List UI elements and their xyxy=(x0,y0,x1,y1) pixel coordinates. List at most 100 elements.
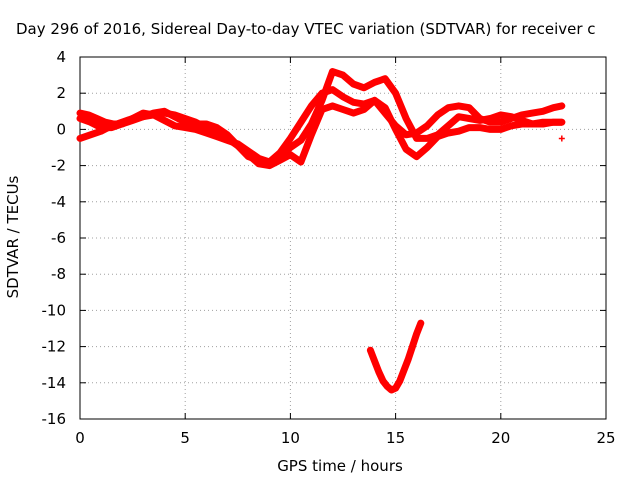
x-tick-label: 10 xyxy=(281,429,300,447)
data-point xyxy=(413,135,420,142)
data-point xyxy=(405,356,412,363)
data-point xyxy=(413,153,420,160)
chart-title: Day 296 of 2016, Sidereal Day-to-day VTE… xyxy=(16,20,596,38)
data-point xyxy=(487,126,494,133)
data-point xyxy=(287,151,294,158)
data-point xyxy=(371,79,378,86)
data-point xyxy=(409,343,416,350)
data-point xyxy=(445,104,452,111)
data-point xyxy=(203,124,210,131)
data-point xyxy=(308,131,315,138)
data-point xyxy=(466,124,473,131)
x-tick-label: 20 xyxy=(491,429,510,447)
data-point xyxy=(508,122,515,129)
data-point xyxy=(255,160,262,167)
data-point xyxy=(558,135,565,142)
data-point xyxy=(539,119,546,126)
y-tick-label: -6 xyxy=(51,229,66,247)
data-point xyxy=(508,113,515,120)
data-point xyxy=(466,104,473,111)
data-point xyxy=(182,115,189,122)
data-point xyxy=(417,320,424,327)
x-axis-label: GPS time / hours xyxy=(277,457,403,475)
y-tick-label: -16 xyxy=(42,410,67,428)
data-point xyxy=(245,151,252,158)
data-point xyxy=(392,385,399,392)
x-tick-label: 5 xyxy=(180,429,190,447)
y-tick-label: -14 xyxy=(42,374,67,392)
data-point xyxy=(529,120,536,127)
data-point xyxy=(108,122,115,129)
data-point xyxy=(297,158,304,165)
data-point xyxy=(350,81,357,88)
data-point xyxy=(375,368,382,375)
data-point xyxy=(297,119,304,126)
data-point xyxy=(466,115,473,122)
data-point xyxy=(266,162,273,169)
data-point xyxy=(297,137,304,144)
data-point xyxy=(140,113,147,120)
data-point xyxy=(396,377,403,384)
data-point xyxy=(77,115,83,122)
data-point xyxy=(161,110,168,117)
data-point xyxy=(85,111,92,118)
data-point xyxy=(382,104,389,111)
data-point xyxy=(382,75,389,82)
data-point xyxy=(455,113,462,120)
series-4 xyxy=(366,319,425,394)
data-point xyxy=(476,124,483,131)
data-point xyxy=(550,119,557,126)
data-point xyxy=(424,135,431,142)
data-point xyxy=(287,144,294,151)
data-point xyxy=(558,102,565,109)
data-point xyxy=(487,115,494,122)
data-point xyxy=(379,377,386,384)
data-point xyxy=(361,106,368,113)
data-point xyxy=(497,119,504,126)
data-point xyxy=(77,135,83,142)
data-point xyxy=(518,120,525,127)
data-point xyxy=(403,146,410,153)
data-point xyxy=(287,135,294,142)
data-point xyxy=(329,102,336,109)
data-point xyxy=(171,111,178,118)
series-group xyxy=(76,68,566,394)
data-point xyxy=(224,135,231,142)
y-tick-label: 2 xyxy=(56,84,66,102)
data-point xyxy=(308,102,315,109)
data-point xyxy=(529,110,536,117)
data-point xyxy=(558,119,565,126)
data-point xyxy=(455,128,462,135)
data-point xyxy=(371,97,378,104)
x-tick-label: 15 xyxy=(386,429,405,447)
data-point xyxy=(350,110,357,117)
series-3 xyxy=(76,96,566,170)
data-point xyxy=(192,119,199,126)
data-point xyxy=(350,99,357,106)
data-point xyxy=(98,128,105,135)
data-point xyxy=(276,157,283,164)
data-point xyxy=(434,111,441,118)
data-point xyxy=(434,133,441,140)
data-point xyxy=(371,358,378,365)
data-point xyxy=(329,86,336,93)
data-point xyxy=(87,119,94,126)
y-axis-label: SDTVAR / TECUs xyxy=(4,175,22,298)
y-tick-label: -10 xyxy=(42,301,67,319)
y-tick-label: 0 xyxy=(56,120,66,138)
data-point xyxy=(392,126,399,133)
data-point xyxy=(87,131,94,138)
data-point xyxy=(340,72,346,79)
data-point xyxy=(129,115,136,122)
x-tick-label: 0 xyxy=(75,429,85,447)
data-point xyxy=(171,122,178,129)
data-point xyxy=(161,117,168,124)
data-point xyxy=(401,367,408,374)
data-point xyxy=(234,142,241,149)
data-point xyxy=(93,115,100,122)
data-point xyxy=(413,330,420,337)
data-point xyxy=(403,115,410,122)
data-point xyxy=(455,102,462,109)
data-point xyxy=(539,108,546,115)
